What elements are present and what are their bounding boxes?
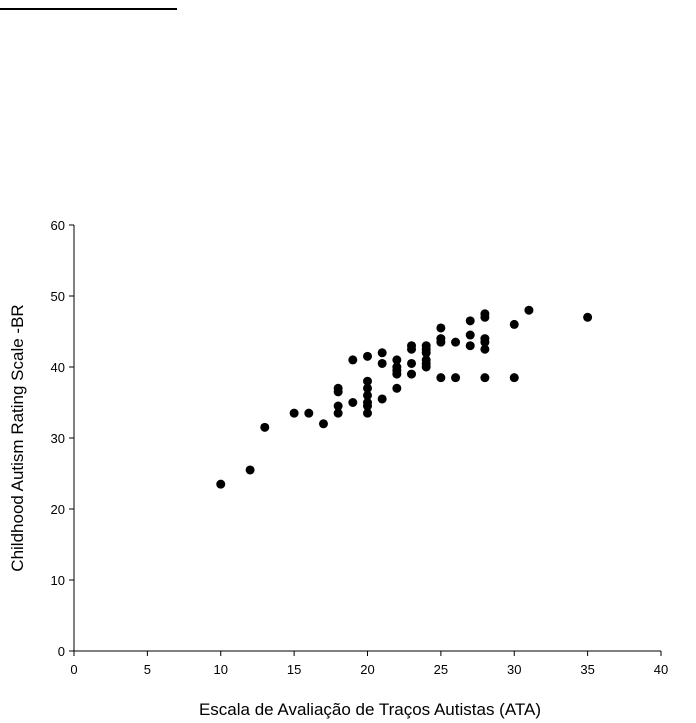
y-tick-label: 40: [51, 360, 65, 375]
data-point: [216, 479, 226, 489]
data-points: [216, 305, 593, 489]
y-axis-label: Childhood Autism Rating Scale -BR: [8, 304, 27, 571]
data-point: [392, 362, 402, 372]
x-tick-label: 10: [214, 662, 228, 677]
data-point: [421, 355, 431, 365]
x-tick-label: 0: [70, 662, 77, 677]
x-tick-label: 35: [580, 662, 594, 677]
data-point: [318, 419, 328, 429]
header-rule: [0, 8, 177, 10]
data-point: [451, 337, 461, 347]
data-point: [480, 373, 490, 383]
data-point: [245, 465, 255, 475]
data-point: [363, 398, 372, 407]
data-point: [333, 383, 343, 393]
x-tick-label: 5: [144, 662, 151, 677]
data-point: [260, 422, 270, 432]
y-tick-label: 10: [51, 573, 65, 588]
data-point: [333, 401, 343, 411]
data-point: [392, 355, 402, 365]
data-point: [421, 341, 431, 351]
y-tick-label: 50: [51, 289, 65, 304]
data-point: [348, 355, 358, 365]
data-point: [480, 309, 490, 319]
data-point: [363, 383, 372, 393]
data-point: [348, 398, 358, 407]
y-tick-label: 30: [51, 431, 65, 446]
data-point: [465, 316, 475, 326]
data-point: [407, 358, 417, 368]
data-point: [407, 341, 417, 351]
data-point: [509, 319, 519, 329]
data-point: [480, 344, 490, 354]
data-point: [363, 376, 372, 386]
data-point: [465, 330, 475, 340]
x-axis-label: Escala de Avaliação de Traços Autistas (…: [199, 700, 541, 719]
x-tick-label: 20: [360, 662, 374, 677]
data-point: [436, 373, 446, 383]
data-point: [333, 408, 343, 418]
data-point: [509, 373, 519, 383]
y-tick-label: 0: [58, 644, 65, 659]
data-point: [363, 351, 372, 361]
x-axis-ticks: 0 5 10 15 20 25 30 35 40: [70, 651, 668, 677]
data-point: [377, 394, 387, 404]
data-point: [465, 341, 475, 351]
data-point: [480, 334, 490, 344]
y-tick-label: 20: [51, 502, 65, 517]
x-tick-label: 25: [434, 662, 448, 677]
data-point: [583, 312, 593, 322]
x-tick-label: 40: [654, 662, 668, 677]
data-point: [363, 390, 372, 400]
y-axis-ticks: 0 10 20 30 40 50 60: [51, 218, 74, 659]
data-point: [377, 358, 387, 368]
data-point: [436, 323, 446, 333]
data-point: [377, 348, 387, 358]
data-point: [436, 334, 446, 344]
data-point: [451, 373, 461, 383]
y-tick-label: 60: [51, 218, 65, 233]
data-point: [524, 305, 534, 315]
data-point: [363, 408, 372, 418]
data-point: [407, 369, 417, 379]
x-tick-label: 30: [507, 662, 521, 677]
data-point: [304, 408, 314, 418]
data-point: [392, 383, 402, 393]
x-tick-label: 15: [287, 662, 301, 677]
chart-axes: [73, 225, 661, 652]
data-point: [289, 408, 299, 418]
